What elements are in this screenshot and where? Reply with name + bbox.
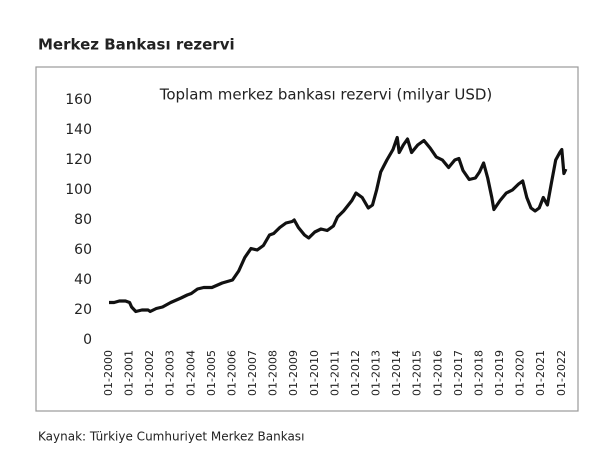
y-tick-label: 80 bbox=[74, 212, 92, 228]
chart-frame bbox=[35, 66, 579, 412]
x-tick-label: 01-2019 bbox=[493, 350, 506, 396]
x-tick-label: 01-2003 bbox=[164, 350, 177, 396]
page-title: Merkez Bankası rezervi bbox=[38, 36, 235, 54]
x-tick-label: 01-2006 bbox=[225, 350, 238, 396]
x-tick-label: 01-2002 bbox=[143, 350, 156, 396]
y-tick-label: 140 bbox=[65, 122, 92, 138]
x-tick-label: 01-2021 bbox=[534, 350, 547, 396]
x-tick-label: 01-2015 bbox=[411, 350, 424, 396]
x-tick-label: 01-2011 bbox=[328, 350, 341, 396]
x-tick-label: 01-2013 bbox=[370, 350, 383, 396]
x-tick-label: 01-2005 bbox=[205, 350, 218, 396]
x-tick-label: 01-2018 bbox=[472, 350, 485, 396]
x-tick-label: 01-2017 bbox=[452, 350, 465, 396]
source-note: Kaynak: Türkiye Cumhuriyet Merkez Bankas… bbox=[38, 430, 304, 444]
y-tick-label: 60 bbox=[74, 242, 92, 258]
y-tick-label: 0 bbox=[83, 332, 92, 348]
x-tick-label: 01-2001 bbox=[123, 350, 136, 396]
data-line bbox=[109, 135, 568, 314]
chart-title: Toplam merkez bankası rezervi (milyar US… bbox=[159, 86, 493, 104]
x-tick-label: 01-2010 bbox=[308, 350, 321, 396]
x-tick-label: 01-2014 bbox=[390, 350, 403, 396]
x-tick-label: 01-2008 bbox=[267, 350, 280, 396]
y-tick-label: 160 bbox=[65, 92, 92, 108]
x-tick-label: 01-2022 bbox=[555, 350, 568, 396]
x-tick-label: 01-2009 bbox=[287, 350, 300, 396]
x-tick-label: 01-2000 bbox=[102, 350, 115, 396]
y-tick-label: 120 bbox=[65, 152, 92, 168]
x-tick-label: 01-2004 bbox=[184, 350, 197, 396]
x-tick-label: 01-2020 bbox=[514, 350, 527, 396]
x-tick-label: 01-2007 bbox=[246, 350, 259, 396]
x-tick-label: 01-2012 bbox=[349, 350, 362, 396]
y-tick-label: 40 bbox=[74, 272, 92, 288]
y-tick-label: 100 bbox=[65, 182, 92, 198]
x-tick-label: 01-2016 bbox=[431, 350, 444, 396]
y-tick-label: 20 bbox=[74, 302, 92, 318]
